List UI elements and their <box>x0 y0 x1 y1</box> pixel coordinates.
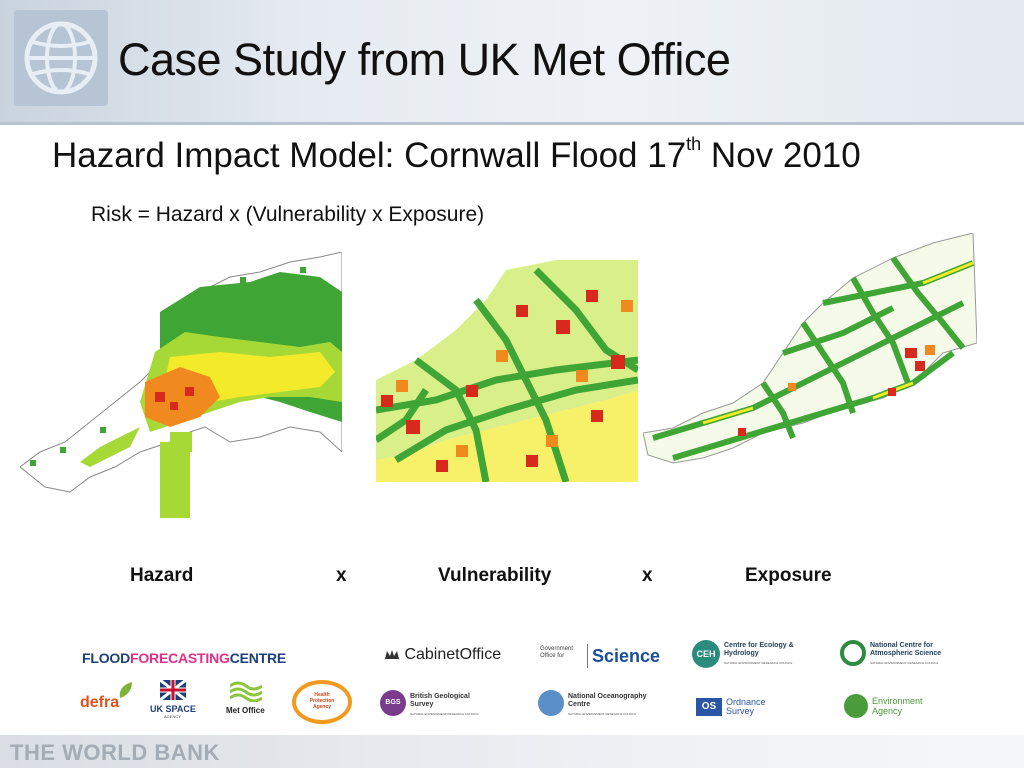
environment-agency-logo: Environment Agency <box>844 694 954 720</box>
uk-space-sub: AGENCY <box>164 714 181 719</box>
exposure-label: Exposure <box>745 565 832 586</box>
noc-name: National Oceanography Centre <box>568 693 647 708</box>
hpa-logo: Health Protection Agency <box>292 680 352 724</box>
ea-name: Environment Agency <box>872 696 923 716</box>
defra-text: defra <box>80 694 120 711</box>
os-badge: OS <box>696 698 722 716</box>
vulnerability-map <box>374 260 640 484</box>
subtitle-superscript: th <box>686 134 702 155</box>
multiply-sign-2: x <box>642 565 653 586</box>
go-science-big-text: Science <box>592 646 661 666</box>
multiply-sign-1: x <box>336 565 347 586</box>
ffc-part-1: FLOOD <box>82 650 130 666</box>
ncas-name: National Centre for Atmospheric Science <box>870 642 942 657</box>
subtitle-main: Hazard Impact Model: Cornwall Flood 17 <box>52 136 687 175</box>
ceh-sub: NATURAL ENVIRONMENT RESEARCH COUNCIL <box>724 661 793 665</box>
ceh-badge: CEH <box>692 640 720 668</box>
footer-bar: THE WORLD BANK <box>0 735 1024 768</box>
ceh-logo: CEH Centre for Ecology & Hydrology NATUR… <box>692 640 832 670</box>
ceh-name: Centre for Ecology & Hydrology <box>724 642 794 657</box>
go-science-small-text: Government Office for <box>540 646 574 659</box>
cabinet-office-logo: CabinetOffice <box>384 646 501 664</box>
defra-logo: defra <box>78 680 142 720</box>
ncas-sub: NATURAL ENVIRONMENT RESEARCH COUNCIL <box>870 661 939 665</box>
ncas-logo: National Centre for Atmospheric Science … <box>840 640 970 670</box>
noc-sub: NATURAL ENVIRONMENT RESEARCH COUNCIL <box>568 712 637 716</box>
ordnance-survey-logo: OS Ordnance Survey <box>696 696 796 720</box>
noc-logo: National Oceanography Centre NATURAL ENV… <box>538 690 668 720</box>
page-title: Case Study from UK Met Office <box>118 34 731 85</box>
uk-space-text: UK SPACE <box>150 704 196 714</box>
bgs-badge: BGS <box>380 690 406 716</box>
crown-icon <box>384 647 400 663</box>
slide-subtitle: Hazard Impact Model: Cornwall Flood 17th… <box>52 134 861 176</box>
go-science-divider <box>587 644 588 668</box>
met-office-logo: Met Office <box>222 680 272 720</box>
defra-leaf-icon <box>118 680 134 700</box>
risk-formula: Risk = Hazard x (Vulnerability x Exposur… <box>91 203 485 226</box>
bgs-sub: NATURAL ENVIRONMENT RESEARCH COUNCIL <box>410 712 479 716</box>
ea-tree-icon <box>844 694 868 718</box>
world-bank-globe-icon <box>14 10 108 106</box>
ffc-part-2: FORECASTING <box>130 650 230 666</box>
os-name: Ordnance Survey <box>726 697 766 716</box>
partner-logos-panel: FLOODFORECASTINGCENTRE CabinetOffice Gov… <box>8 614 1024 746</box>
hazard-label: Hazard <box>130 565 194 586</box>
hazard-map <box>19 251 343 518</box>
vulnerability-label: Vulnerability <box>438 565 552 586</box>
uk-space-agency-logo: UK SPACE AGENCY <box>150 678 200 724</box>
met-office-text: Met Office <box>226 706 265 715</box>
bgs-logo: BGS British Geological Survey NATURAL EN… <box>380 690 510 720</box>
union-flag-icon <box>159 678 187 702</box>
hpa-text: Health Protection Agency <box>309 692 335 710</box>
met-office-waves-icon <box>229 680 263 703</box>
noc-globe-icon <box>538 690 564 716</box>
cabinet-office-text: CabinetOffice <box>404 646 502 663</box>
subtitle-tail: Nov 2010 <box>701 136 861 175</box>
exposure-map <box>642 232 978 481</box>
flood-forecasting-centre-logo: FLOODFORECASTINGCENTRE <box>82 650 286 666</box>
world-bank-footer-text: THE WORLD BANK <box>10 740 220 765</box>
bgs-name: British Geological Survey <box>410 693 470 708</box>
go-science-logo: Government Office for Science <box>540 644 660 670</box>
ffc-part-3: CENTRE <box>229 650 287 666</box>
ncas-ring-icon <box>840 640 866 666</box>
title-banner: Case Study from UK Met Office <box>0 0 1024 125</box>
